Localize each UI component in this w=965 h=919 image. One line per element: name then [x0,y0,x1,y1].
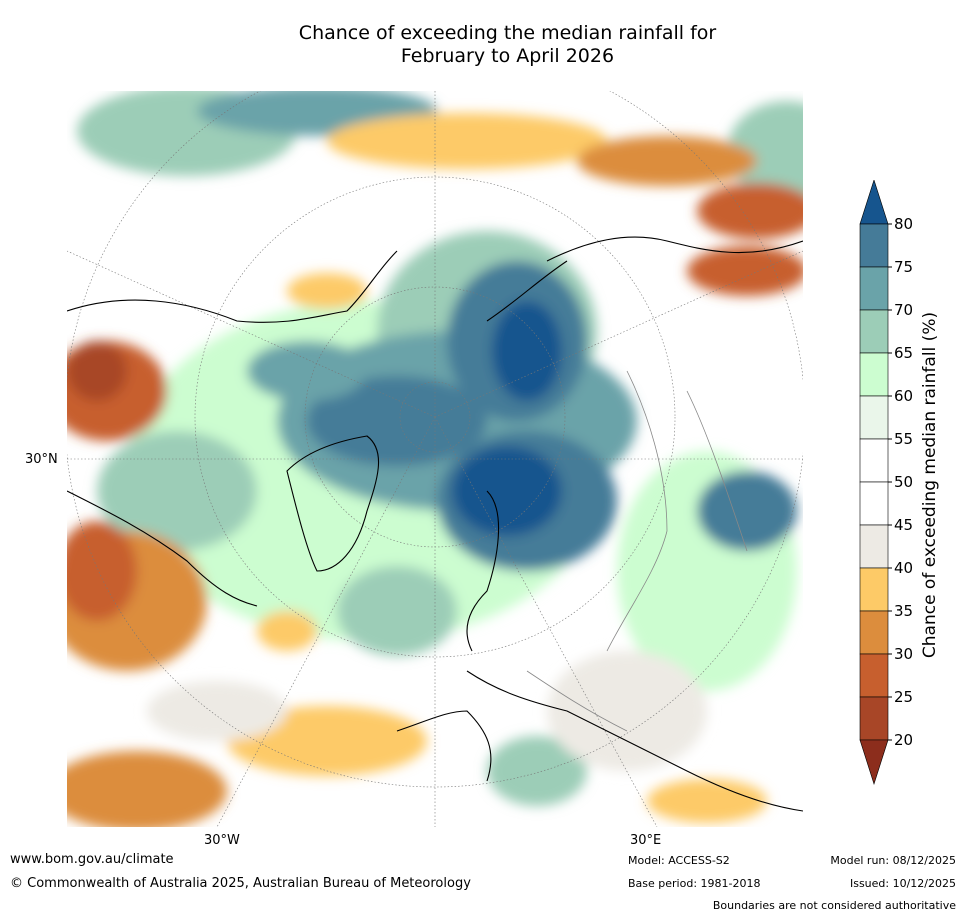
colorbar-label: Chance of exceeding median rainfall (%) [920,311,940,659]
lon-label-30e: 30°E [630,833,662,848]
colorbar-band [859,352,889,397]
footer-copyright: © Commonwealth of Australia 2025, Austra… [10,876,471,891]
chart-title: Chance of exceeding the median rainfall … [0,22,965,68]
colorbar-band [859,481,889,526]
colorbar-tick-label: 35 [894,602,913,620]
lon-label-30w: 30°W [204,833,240,848]
colorbar-tick-label: 40 [894,559,913,577]
footer-base-period: Base period: 1981-2018 [628,877,761,890]
footer-url[interactable]: www.bom.gov.au/climate [10,852,174,867]
colorbar-band [859,266,889,311]
colorbar-tick-label: 45 [894,516,913,534]
title-line-1: Chance of exceeding the median rainfall … [298,22,717,44]
lat-label-30n: 30°N [25,452,58,467]
country-borders [526,370,748,732]
colorbar-tick-label: 20 [894,731,913,749]
coastlines [67,236,803,812]
title-line-2: February to April 2026 [400,45,615,67]
footer-issued: Issued: 10/12/2025 [849,877,956,890]
colorbar: 80 75 70 65 60 55 50 45 40 35 30 25 20 [859,180,913,785]
colorbar-tick-label: 50 [894,473,913,491]
colorbar-band [859,610,889,655]
colorbar-band [859,223,889,268]
colorbar-arrow-top [859,180,889,225]
colorbar-band [859,567,889,612]
colorbar-band [859,438,889,483]
colorbar-band [859,309,889,354]
colorbar-band [859,696,889,741]
colorbar-tick-label: 25 [894,688,913,706]
colorbar-tick-label: 80 [894,215,913,233]
colorbar-arrow-bottom [859,739,889,785]
colorbar-band [859,524,889,569]
colorbar-band [859,653,889,698]
graticule [67,91,803,827]
colorbar-band [859,395,889,440]
footer-disclaimer: Boundaries are not considered authoritat… [712,899,956,912]
footer-model: Model: ACCESS-S2 [628,854,730,867]
rainfall-probability-map [67,91,803,827]
colorbar-tick-label: 70 [894,301,913,319]
probability-field [67,91,803,827]
footer-model-run: Model run: 08/12/2025 [830,854,956,867]
colorbar-tick-label: 65 [894,344,913,362]
colorbar-tick-label: 60 [894,387,913,405]
colorbar-tick-label: 55 [894,430,913,448]
colorbar-tick-label: 30 [894,645,913,663]
colorbar-tick-label: 75 [894,258,913,276]
